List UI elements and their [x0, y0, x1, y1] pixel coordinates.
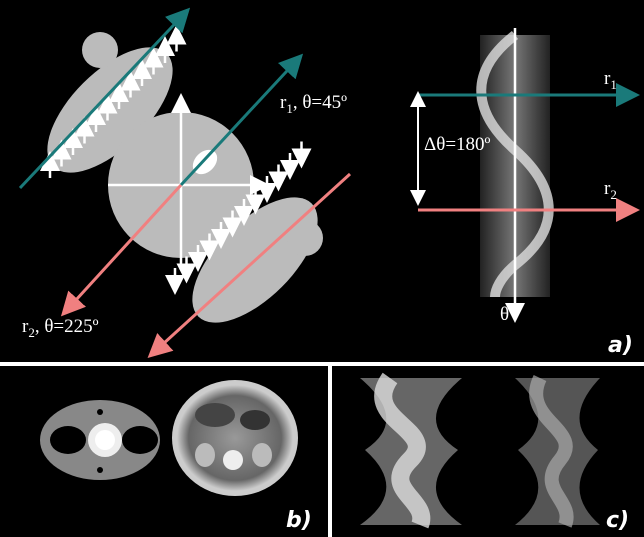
panel-label: b) [286, 508, 312, 533]
figure: r1, θ=45º r2, θ=225º r1 r2 Δθ=180º θ a) … [0, 0, 644, 537]
panel-label: a) [608, 333, 633, 358]
theta-label: θ [500, 304, 509, 325]
panel-label: c) [606, 508, 629, 533]
delta-label: Δθ=180º [424, 134, 491, 155]
